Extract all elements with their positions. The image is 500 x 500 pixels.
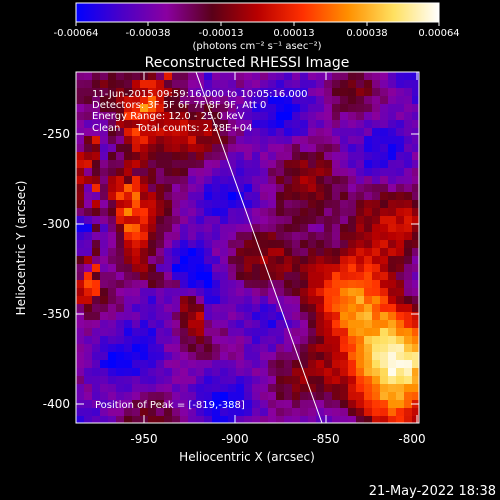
- info-line-detectors: Detectors: 3F 5F 6F 7F 8F 9F, Att 0: [92, 100, 266, 111]
- colorbar-tick-label: -0.00013: [199, 28, 244, 39]
- solar-limb-line: [195, 72, 323, 423]
- info-line-time: 11-Jun-2015 09:59:16.000 to 10:05:16.000: [92, 89, 308, 100]
- colorbar-units: (photons cm⁻² s⁻¹ asec⁻²): [192, 41, 321, 52]
- plot-title: Reconstructed RHESSI Image: [145, 55, 350, 71]
- colorbar-ticks: [75, 22, 440, 26]
- info-line-clean: Clean Total counts: 2.28E+04: [92, 123, 252, 134]
- y-axis-label: Heliocentric Y (arcsec): [14, 181, 28, 316]
- y-tick-label: -250: [43, 127, 70, 141]
- colorbar-tick-label: -0.00064: [54, 28, 99, 39]
- x-axis-label: Heliocentric X (arcsec): [179, 450, 315, 464]
- colorbar-tick-labels: -0.00064 -0.00038 -0.00013 0.00013 0.000…: [54, 28, 460, 39]
- colorbar-tick-label: -0.00038: [126, 28, 171, 39]
- plot-frame: [75, 71, 420, 424]
- peak-position-label: Position of Peak = [-819,-388]: [95, 400, 245, 411]
- info-line-energy: Energy Range: 12.0 - 25.0 keV: [92, 111, 245, 122]
- x-tick-label: -900: [221, 432, 248, 446]
- heatmap-image: [76, 72, 419, 423]
- x-axis-ticks: [143, 72, 418, 423]
- colorbar-tick-label: 0.00013: [273, 28, 314, 39]
- observation-info: 11-Jun-2015 09:59:16.000 to 10:05:16.000…: [92, 89, 308, 134]
- image-panel: [75, 71, 420, 424]
- x-tick-labels: -950 -900 -850 -800: [130, 432, 425, 446]
- y-tick-label: -300: [43, 217, 70, 231]
- x-tick-label: -850: [312, 432, 339, 446]
- colorbar-gradient: [75, 2, 440, 23]
- y-tick-label: -400: [43, 397, 70, 411]
- footer-date: 21-May-2022 18:38: [369, 484, 496, 499]
- y-axis-ticks: [76, 133, 419, 405]
- colorbar-tick-label: 0.00038: [346, 28, 387, 39]
- colorbar: -0.00064 -0.00038 -0.00013 0.00013 0.000…: [54, 2, 460, 52]
- colorbar-tick-label: 0.00064: [418, 28, 459, 39]
- y-tick-label: -350: [43, 307, 70, 321]
- x-tick-label: -800: [398, 432, 425, 446]
- x-tick-label: -950: [130, 432, 157, 446]
- y-tick-labels: -250 -300 -350 -400: [43, 127, 70, 411]
